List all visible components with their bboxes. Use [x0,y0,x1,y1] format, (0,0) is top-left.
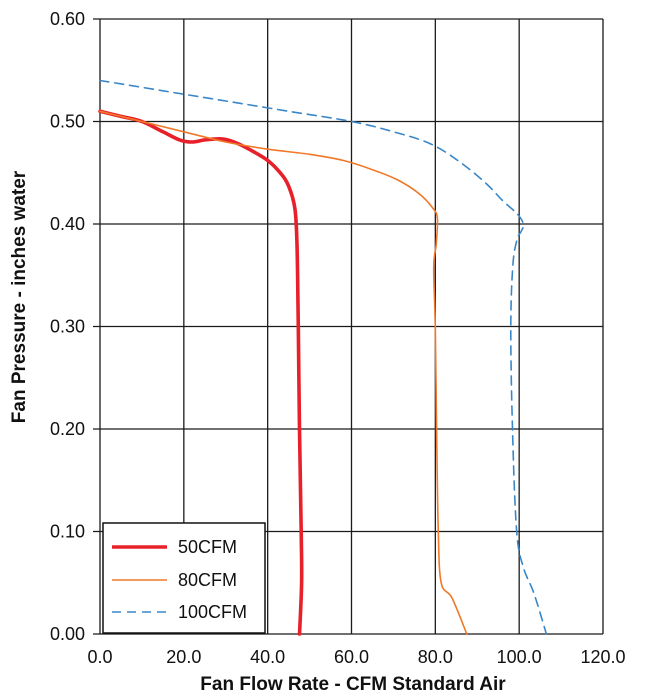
legend-box [102,522,266,634]
series-line-80cfm [99,110,468,635]
x-tick-label: 60.0 [334,647,369,667]
y-tick-label: 0.60 [50,9,85,29]
y-tick-label: 0.00 [50,624,85,644]
x-tick-label: 80.0 [418,647,453,667]
series-lines [98,79,548,636]
x-axis-title: Fan Flow Rate - CFM Standard Air [200,674,506,695]
tick-labels: 0.0 20.0 40.0 60.0 80.0 100.0 120.0 0.00 0.10 0.2… [50,9,626,667]
x-tick-label: 120.0 [580,647,625,667]
series-line-100cfm [99,79,548,635]
y-tick-label: 0.30 [50,317,85,337]
y-axis-title: Fan Pressure - inches water [9,170,30,423]
y-tick-label: 0.10 [50,522,85,542]
x-tick-label: 20.0 [166,647,201,667]
y-tick-label: 0.40 [50,214,85,234]
x-tick-label: 40.0 [250,647,285,667]
y-tick-label: 0.50 [50,112,85,132]
legend-label-80cfm: 80CFM [178,570,237,590]
x-tick-label: 100.0 [497,647,542,667]
legend: 50CFM 80CFM 100CFM [102,522,266,634]
x-tick-label: 0.0 [87,647,112,667]
y-tick-label: 0.20 [50,419,85,439]
legend-label-50cfm: 50CFM [178,537,237,557]
legend-label-100cfm: 100CFM [178,602,247,622]
series-line-50cfm [98,109,304,636]
